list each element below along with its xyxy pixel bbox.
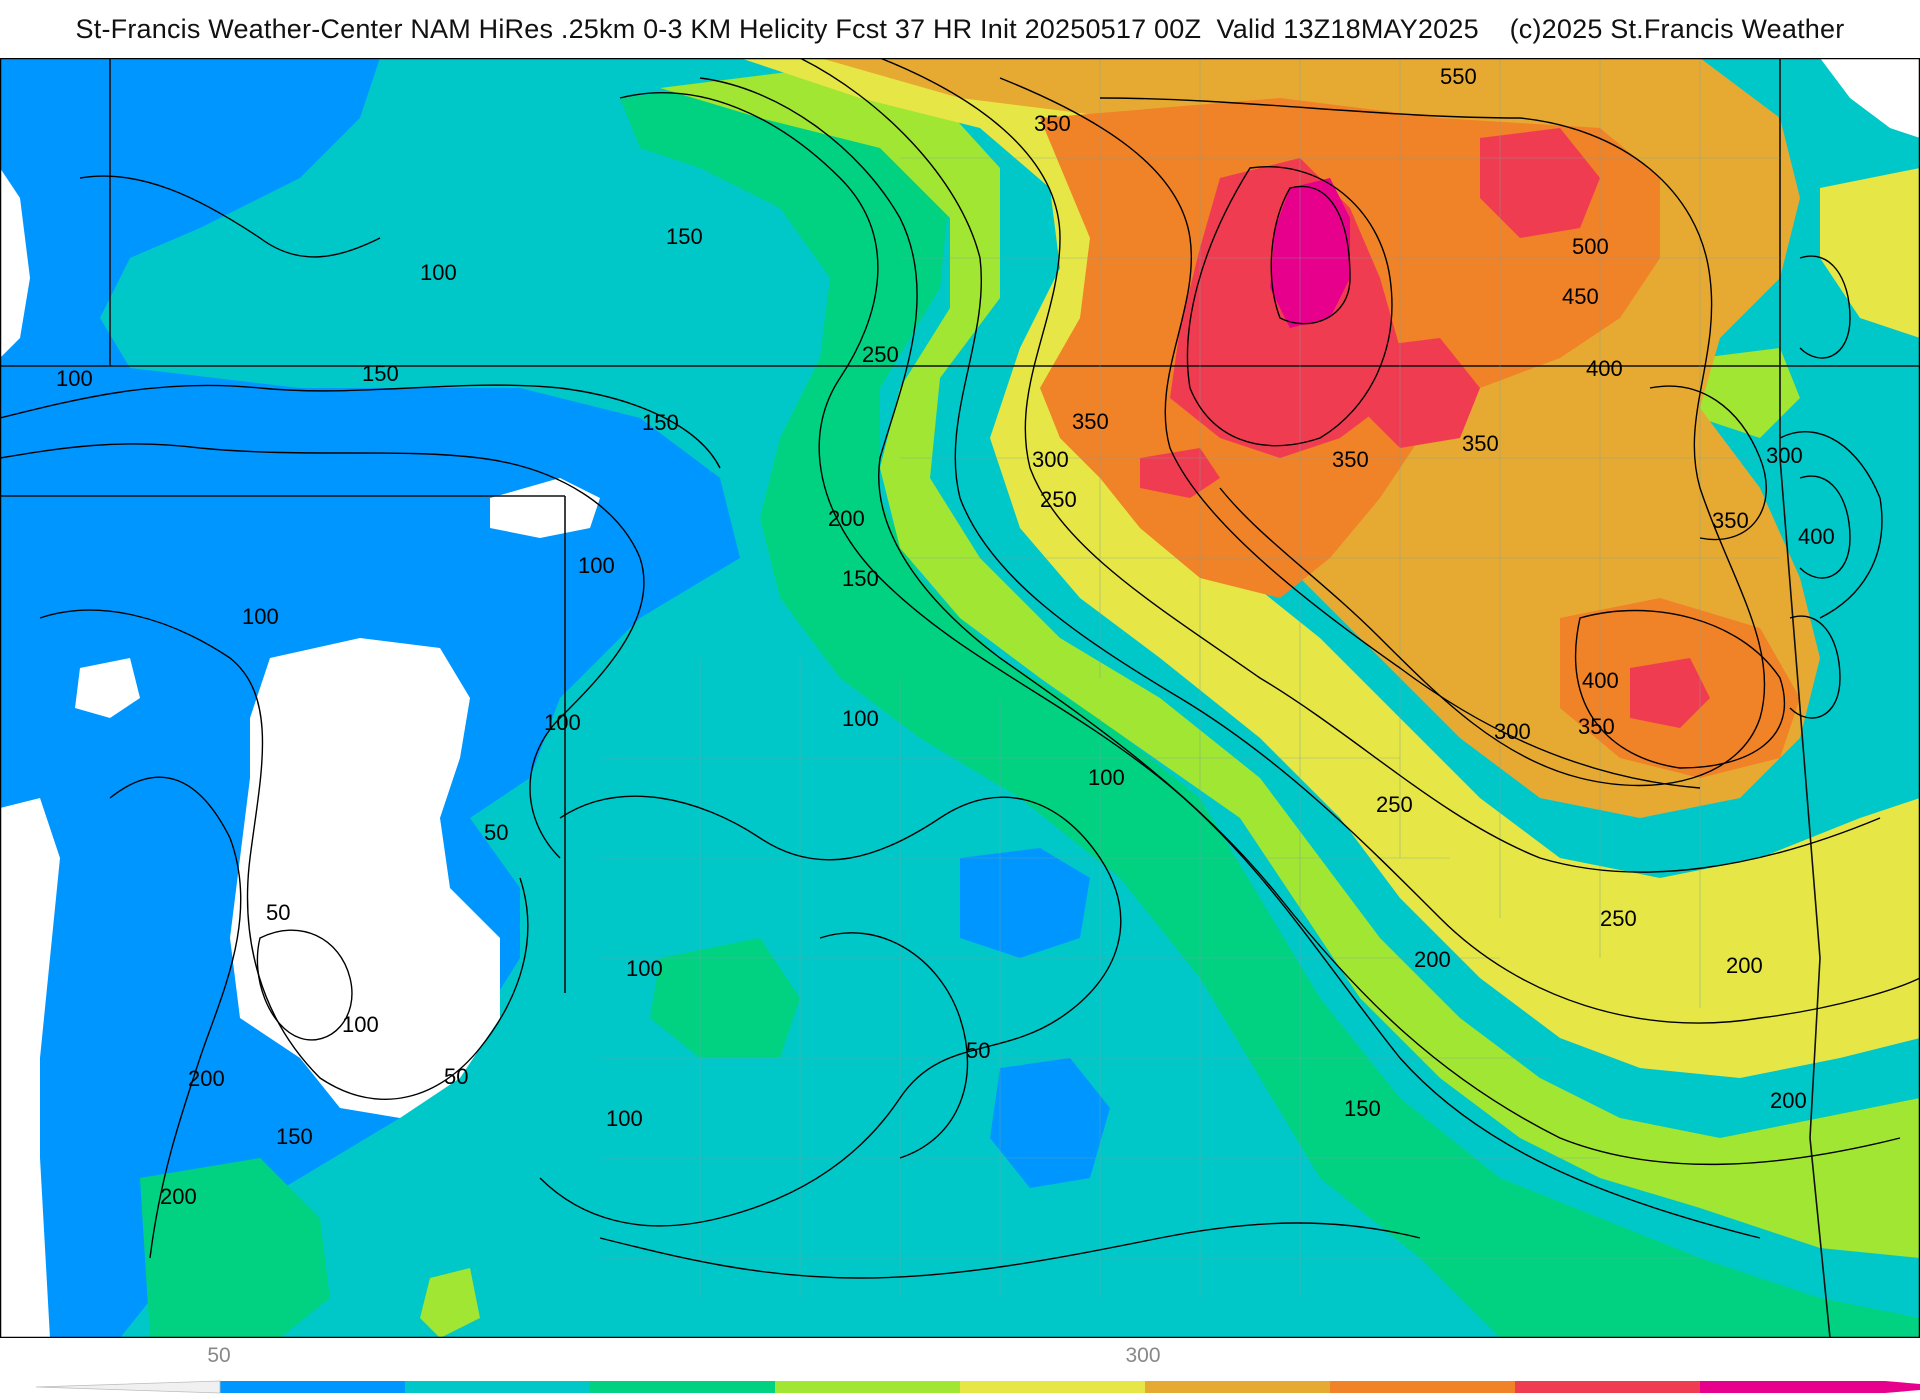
colorbar-segment: [775, 1381, 960, 1393]
contour-label: 350: [1712, 508, 1749, 533]
contour-label: 100: [626, 956, 663, 981]
field-region-green: [620, 68, 1920, 1338]
contour-label: 100: [606, 1106, 643, 1131]
contour-label: 50: [484, 820, 508, 845]
colorbar-segment: [1515, 1381, 1700, 1393]
colorbar-segment: [1330, 1381, 1515, 1393]
contour-label: 100: [544, 710, 581, 735]
contour-label: 400: [1798, 524, 1835, 549]
contour-label: 100: [342, 1012, 379, 1037]
field-region-white-low: [230, 638, 500, 1118]
colorbar-segment: [1700, 1381, 1920, 1393]
contour-label: 250: [1040, 487, 1077, 512]
contour-label: 200: [1414, 947, 1451, 972]
contour-label: 150: [276, 1124, 313, 1149]
contour-label: 150: [666, 224, 703, 249]
contour-label: 400: [1586, 356, 1623, 381]
contour-label: 350: [1578, 714, 1615, 739]
contour-label: 300: [1032, 447, 1069, 472]
contour-label: 300: [1494, 719, 1531, 744]
contour-label: 100: [420, 260, 457, 285]
colorbar-segment: [1145, 1381, 1330, 1393]
contour-label: 100: [242, 604, 279, 629]
contour-label: 50: [444, 1064, 468, 1089]
colorbar-segment: [590, 1381, 775, 1393]
contour-label: 100: [842, 706, 879, 731]
contour-label: 150: [642, 410, 679, 435]
colorbar-left-arrow: [35, 1380, 221, 1394]
colorbar-tick-label: 50: [207, 1344, 231, 1367]
colorbar-segment: [405, 1381, 590, 1393]
contour-label: 350: [1072, 409, 1109, 434]
contour-label: 200: [160, 1184, 197, 1209]
contour-label: 150: [1344, 1096, 1381, 1121]
contour-label: 100: [1088, 765, 1125, 790]
contour-label: 500: [1572, 234, 1609, 259]
contour-lines: [0, 58, 1920, 1279]
field-region-yellow: [740, 58, 1920, 1078]
contour-label: 350: [1462, 431, 1499, 456]
map-title: St-Francis Weather-Center NAM HiRes .25k…: [75, 13, 1845, 44]
contour-label: 200: [188, 1066, 225, 1091]
colorbar-segments: [220, 1381, 1920, 1393]
contour-label: 200: [1726, 953, 1763, 978]
contour-label: 250: [1600, 906, 1637, 931]
contour-label: 250: [1376, 792, 1413, 817]
contour-label: 100: [56, 366, 93, 391]
contour-label: 150: [842, 566, 879, 591]
contour-label: 200: [1770, 1088, 1807, 1113]
contour-label: 50: [966, 1038, 990, 1063]
contour-label: 150: [362, 361, 399, 386]
colorbar: 50 300: [0, 1338, 1920, 1400]
helicity-map: 550 350 150 100 500 450 250 400 150 100 …: [0, 58, 1920, 1338]
contour-label: 250: [862, 342, 899, 367]
colorbar-segment: [960, 1381, 1145, 1393]
contour-label: 200: [828, 506, 865, 531]
contour-label: 350: [1332, 447, 1369, 472]
colorbar-segment: [220, 1381, 405, 1393]
field-region-magenta: [1270, 178, 1350, 328]
contour-label: 300: [1766, 443, 1803, 468]
contour-label: 50: [266, 900, 290, 925]
contour-label: 450: [1562, 284, 1599, 309]
contour-label: 350: [1034, 111, 1071, 136]
contour-label: 400: [1582, 668, 1619, 693]
colorbar-tick-label: 300: [1125, 1344, 1161, 1367]
field-region-lime: [660, 58, 1920, 1258]
contour-label: 100: [578, 553, 615, 578]
contour-label: 550: [1440, 64, 1477, 89]
contour-label-group: 550 350 150 100 500 450 250 400 150 100 …: [56, 64, 1835, 1209]
